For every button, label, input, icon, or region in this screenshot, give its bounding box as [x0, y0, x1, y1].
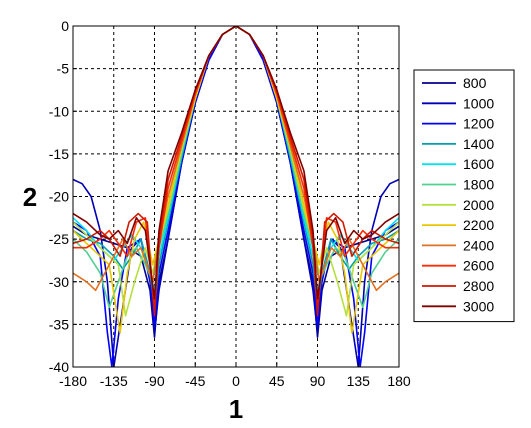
legend-label-3000: 3000	[463, 298, 494, 314]
legend: 800 1000 1200 1400 1600 1800 2000 2200 2400 2600 2…	[413, 69, 515, 323]
x-tick-label: -45	[185, 373, 205, 389]
y-tick-label: -15	[49, 146, 69, 162]
y-tick-label: -20	[49, 189, 69, 205]
x-tick-label: 0	[232, 373, 240, 389]
series-line-800	[73, 26, 399, 339]
legend-label-1600: 1600	[463, 156, 494, 172]
x-axis-label: 1	[229, 394, 243, 424]
series-line-1600	[73, 26, 399, 292]
series-lines	[73, 26, 399, 367]
series-line-2800	[73, 26, 399, 317]
legend-label-1800: 1800	[463, 177, 494, 193]
legend-label-2000: 2000	[463, 197, 494, 213]
legend-label-2600: 2600	[463, 258, 494, 274]
series-line-2200	[73, 26, 399, 334]
y-tick-label: -30	[49, 274, 69, 290]
series-line-3000	[73, 26, 399, 300]
legend-label-800: 800	[463, 75, 487, 91]
x-tick-label: 135	[347, 373, 371, 389]
legend-label-1200: 1200	[463, 116, 494, 132]
x-tick-label: 90	[310, 373, 326, 389]
x-tick-label: -135	[100, 373, 128, 389]
legend-label-2800: 2800	[463, 278, 494, 294]
series-line-2000	[73, 26, 399, 317]
x-tick-label: -180	[59, 373, 87, 389]
grid-lines	[73, 26, 399, 367]
legend-label-1400: 1400	[463, 136, 494, 152]
x-tick-label: 180	[387, 373, 411, 389]
x-tick-label: 45	[269, 373, 285, 389]
y-axis-label: 2	[23, 182, 37, 212]
series-line-2400	[73, 26, 399, 292]
legend-label-2400: 2400	[463, 237, 494, 253]
axis-ticks: -180 -135 -90 -45 0 45 90 135 180 0 -5 -10 -15 -20 -25…	[49, 18, 411, 389]
y-tick-label: -5	[57, 61, 70, 77]
legend-label-2200: 2200	[463, 217, 494, 233]
series-line-2600	[73, 26, 399, 309]
x-tick-label: -90	[144, 373, 164, 389]
y-tick-label: 0	[61, 18, 69, 34]
legend-label-1000: 1000	[463, 95, 494, 111]
y-tick-label: -40	[49, 359, 69, 375]
y-tick-label: -10	[49, 103, 69, 119]
y-tick-label: -35	[49, 316, 69, 332]
y-tick-label: -25	[49, 231, 69, 247]
legend-box	[413, 69, 515, 323]
